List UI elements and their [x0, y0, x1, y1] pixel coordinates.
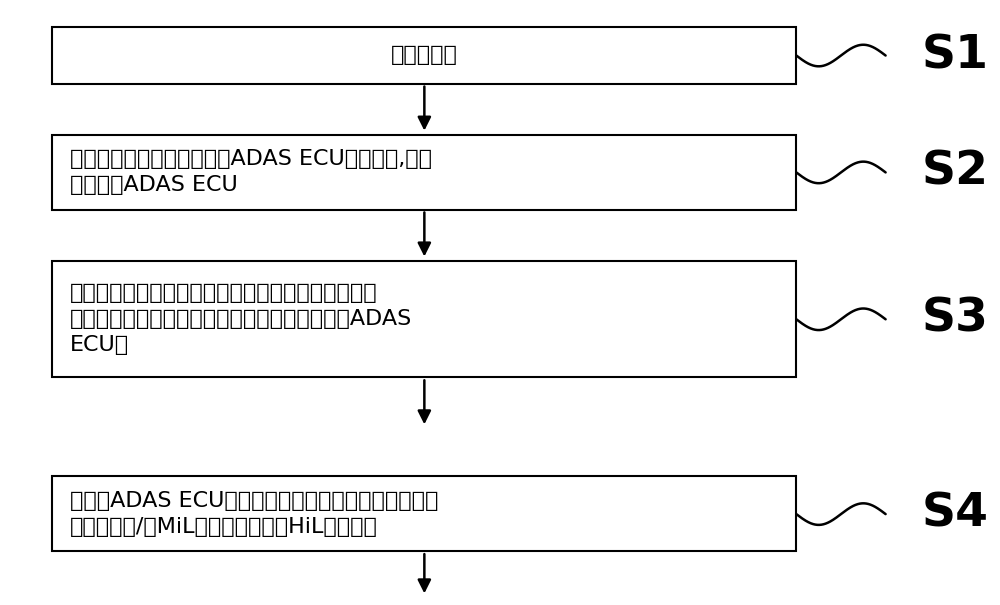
- FancyBboxPatch shape: [52, 135, 796, 209]
- Text: 提供车辆动力学模型和图形化仿真场景，车辆动力学
模型根据图形化仿真场景输出测试信号至待测试ADAS
ECU；: 提供车辆动力学模型和图形化仿真场景，车辆动力学 模型根据图形化仿真场景输出测试信…: [70, 283, 412, 355]
- FancyBboxPatch shape: [52, 261, 796, 378]
- Text: 待测试ADAS ECU根据所述输出测试信号实现图形化仿
真场景的开/闭MiL测试以及在环的HiL闭环测试: 待测试ADAS ECU根据所述输出测试信号实现图形化仿 真场景的开/闭MiL测试…: [70, 491, 439, 537]
- Text: S3: S3: [922, 297, 988, 342]
- Text: 将视频源转换为符合待测试ADAS ECU视频格式,并注
入待测试ADAS ECU: 将视频源转换为符合待测试ADAS ECU视频格式,并注 入待测试ADAS ECU: [70, 149, 432, 195]
- Text: S1: S1: [922, 33, 989, 78]
- FancyBboxPatch shape: [52, 476, 796, 551]
- Text: 提供视频源: 提供视频源: [391, 45, 458, 65]
- Text: S2: S2: [922, 150, 989, 195]
- Text: S4: S4: [922, 492, 989, 537]
- FancyBboxPatch shape: [52, 27, 796, 83]
